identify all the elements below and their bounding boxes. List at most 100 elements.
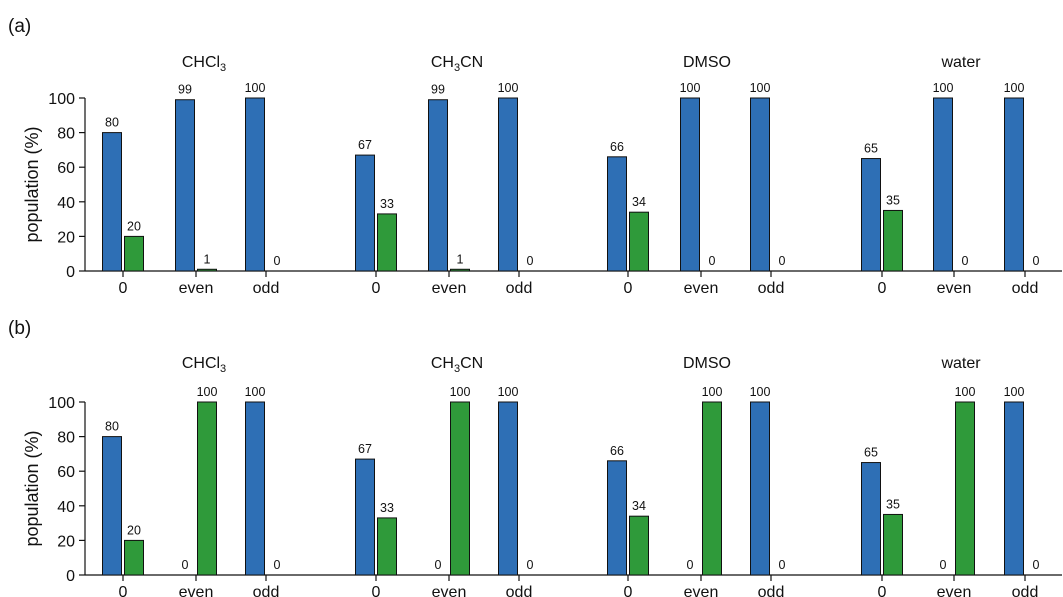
bar-value-label: 100 [1004,385,1025,399]
bar-value-label: 100 [750,81,771,95]
bar-value-label: 1 [204,252,211,266]
bar-value-label: 100 [750,385,771,399]
bar-series-1 [356,459,375,575]
bar-series-2 [378,214,397,271]
bar-value-label: 20 [127,219,141,233]
y-tick-label: 60 [57,464,75,481]
solvent-title: CHCl3 [182,355,226,375]
solvent-group: DMSO 0 66 34 even 100 0 odd 100 0 [608,54,786,297]
solvent-title: CH3CN [431,355,483,375]
x-category-label: odd [253,584,280,597]
solvent-title: CHCl3 [182,54,226,74]
x-category-label: odd [506,584,533,597]
y-tick-label: 40 [57,499,75,516]
bar-series-1 [246,402,265,575]
y-tick-label: 60 [57,160,75,177]
x-category-label: odd [758,280,785,297]
bar-value-label: 0 [687,558,694,572]
bar-value-label: 1 [457,252,464,266]
bar-series-2 [703,402,722,575]
x-category-label: even [937,280,972,297]
bar-value-label: 100 [245,385,266,399]
panel-label: (a) [8,16,31,37]
bar-value-label: 0 [779,254,786,268]
solvent-title: CH3CN [431,54,483,74]
solvent-group: CH3CN 0 67 33 even 99 1 odd 100 0 [356,54,534,297]
x-category-label: even [432,280,467,297]
bar-value-label: 100 [1004,81,1025,95]
bar-value-label: 66 [610,140,624,154]
x-category-label: even [432,584,467,597]
bar-value-label: 35 [886,497,900,511]
bar-value-label: 35 [886,193,900,207]
x-category-label: even [179,280,214,297]
bar-value-label: 100 [197,385,218,399]
bar-series-1 [103,133,122,271]
bar-series-1 [608,461,627,575]
bar-value-label: 100 [680,81,701,95]
bar-series-1 [608,157,627,271]
bar-series-1 [1005,402,1024,575]
bar-series-2 [125,540,144,575]
bar-series-1 [751,98,770,271]
bar-value-label: 100 [245,81,266,95]
bar-value-label: 100 [498,81,519,95]
x-category-label: 0 [878,280,887,297]
y-tick-label: 100 [48,91,75,108]
solvent-group: DMSO 0 66 34 even 0 100 odd 100 0 [608,355,786,597]
y-tick-label: 40 [57,195,75,212]
bar-series-1 [862,463,881,575]
bar-value-label: 65 [864,142,878,156]
bar-value-label: 66 [610,444,624,458]
y-tick-label: 80 [57,430,75,447]
bar-value-label: 0 [709,254,716,268]
bar-value-label: 0 [182,558,189,572]
bar-series-1 [429,100,448,271]
bar-value-label: 0 [435,558,442,572]
bar-series-1 [862,159,881,271]
x-category-label: 0 [119,584,128,597]
bar-series-2 [198,402,217,575]
bar-value-label: 0 [1033,558,1040,572]
bar-series-2 [198,269,217,271]
bar-value-label: 99 [431,83,445,97]
solvent-group: water 0 65 35 even 100 0 odd 100 0 [862,54,1040,297]
bar-value-label: 80 [105,116,119,130]
bar-value-label: 100 [450,385,471,399]
bar-series-1 [751,402,770,575]
bar-series-1 [681,98,700,271]
solvent-title: DMSO [683,355,731,372]
bar-series-1 [499,402,518,575]
x-category-label: 0 [624,584,633,597]
x-category-label: odd [506,280,533,297]
bar-value-label: 80 [105,420,119,434]
bar-series-1 [1005,98,1024,271]
solvent-title: water [940,355,981,372]
y-axis-label: population (%) [22,430,42,546]
bar-value-label: 34 [632,195,646,209]
bar-series-2 [451,402,470,575]
x-category-label: even [179,584,214,597]
panel-label: (b) [8,318,31,339]
bar-value-label: 100 [702,385,723,399]
x-category-label: 0 [372,280,381,297]
bar-series-2 [884,210,903,271]
solvent-title: DMSO [683,54,731,71]
x-category-label: 0 [372,584,381,597]
bar-value-label: 65 [864,446,878,460]
bar-value-label: 100 [933,81,954,95]
x-category-label: odd [1012,584,1039,597]
solvent-title: water [940,54,981,71]
y-axis-label: population (%) [22,126,42,242]
bar-series-2 [630,516,649,575]
bar-value-label: 0 [274,254,281,268]
bar-series-2 [451,269,470,271]
bar-series-1 [246,98,265,271]
x-category-label: odd [253,280,280,297]
y-tick-label: 100 [48,395,75,412]
solvent-group: CH3CN 0 67 33 even 0 100 odd 100 0 [356,355,534,597]
bar-value-label: 0 [940,558,947,572]
bar-value-label: 33 [380,197,394,211]
y-tick-label: 0 [66,264,75,281]
